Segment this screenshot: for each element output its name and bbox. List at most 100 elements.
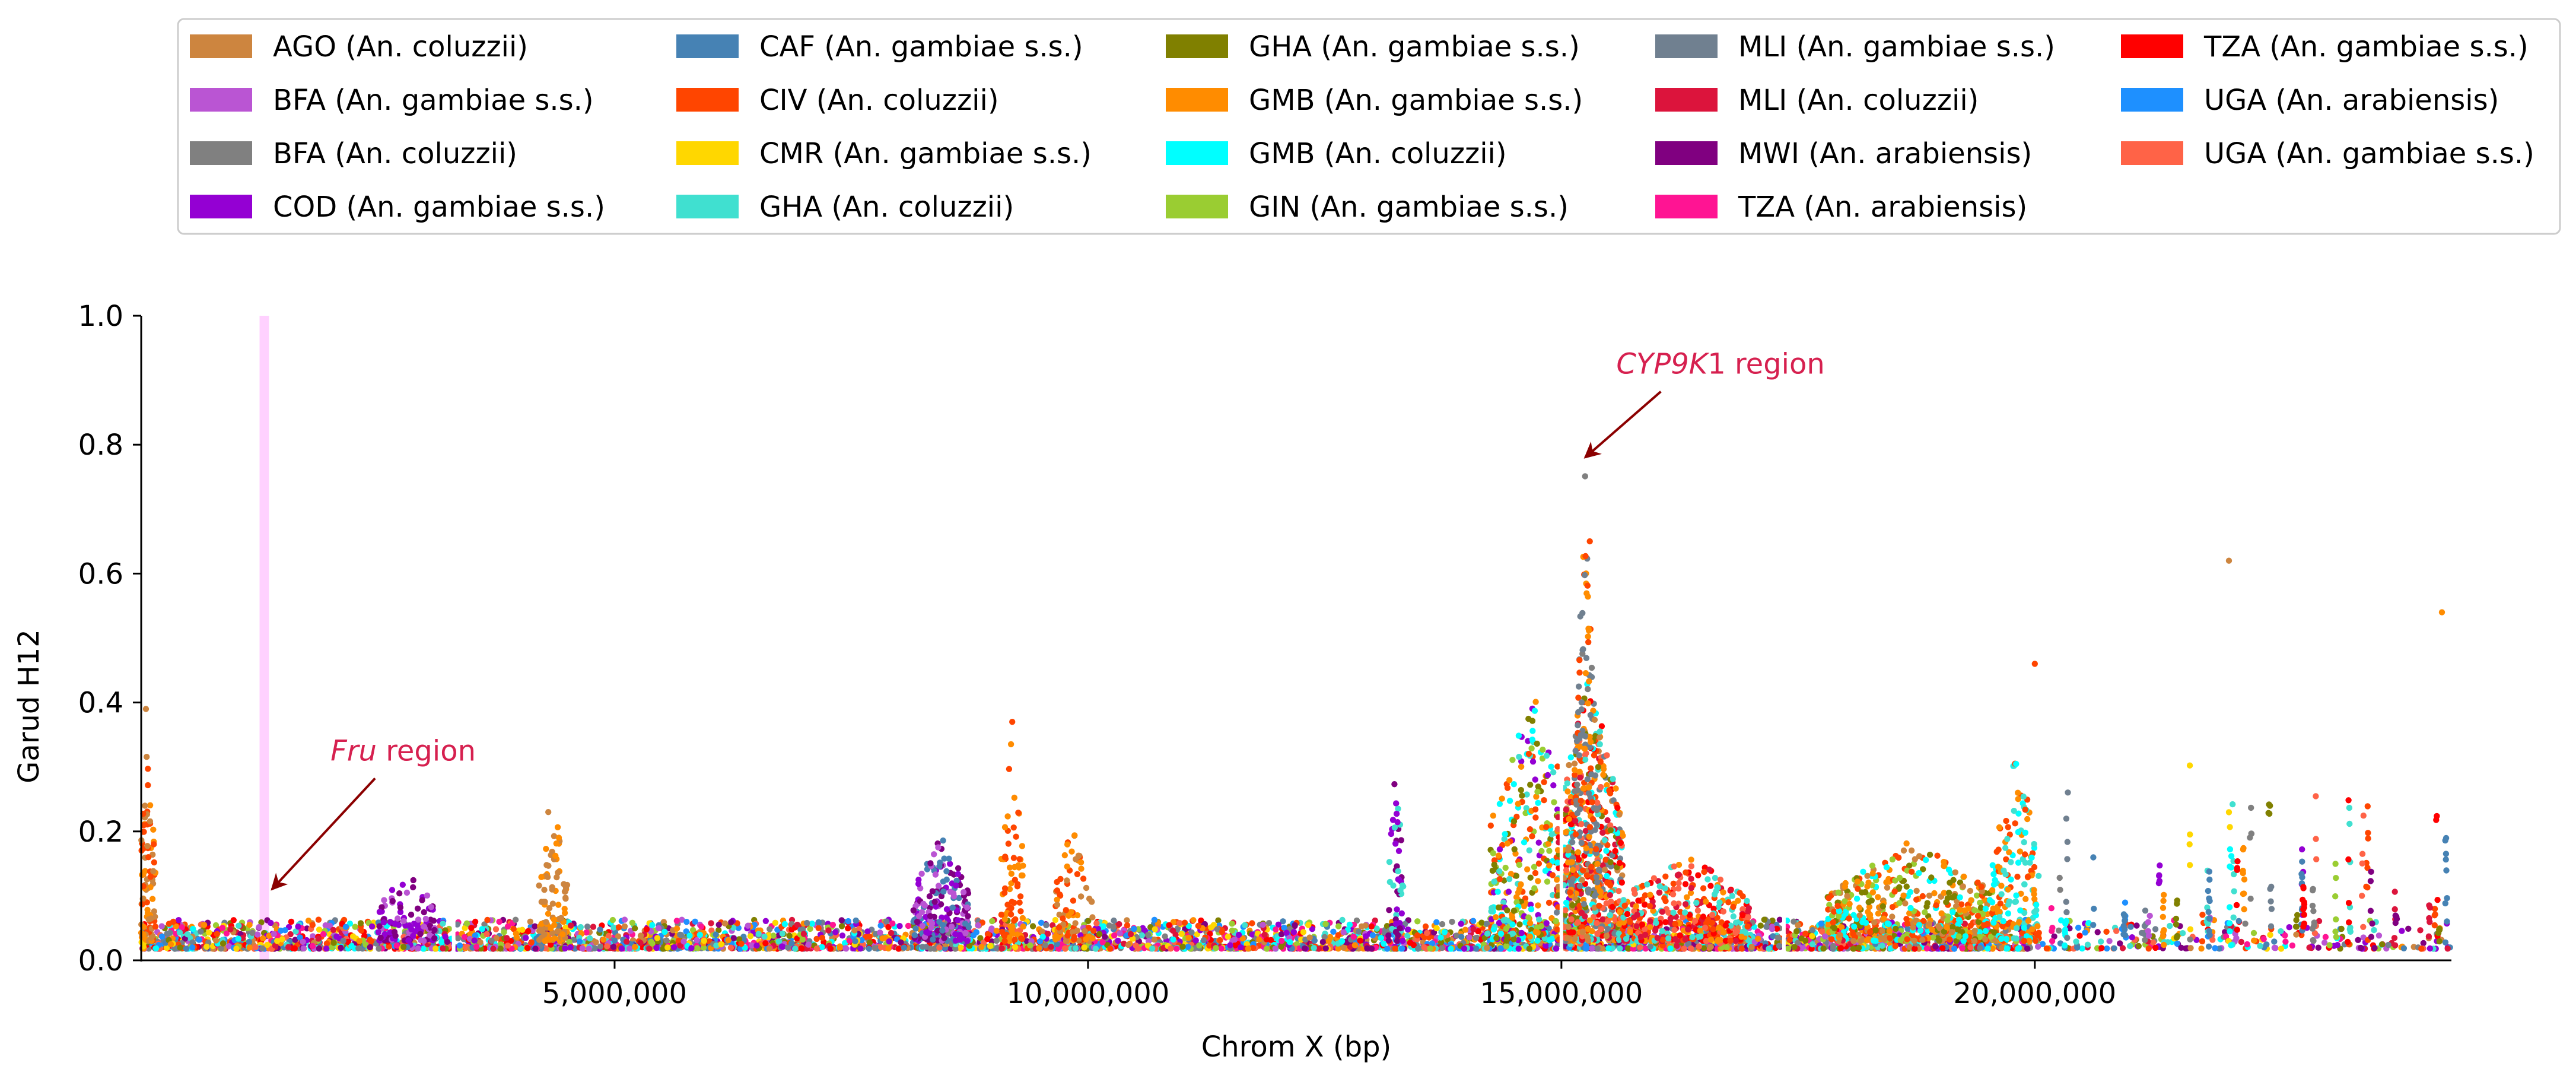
- legend-label: GHA (An. gambiae s.s.): [1249, 30, 1580, 64]
- data-point: [755, 931, 762, 937]
- data-point: [655, 925, 662, 932]
- data-point: [1278, 931, 1285, 938]
- data-point: [1353, 917, 1360, 924]
- data-point: [2250, 929, 2257, 937]
- data-point: [300, 938, 306, 945]
- data-point: [1438, 939, 1445, 945]
- data-points: [138, 473, 2453, 952]
- legend-item: TZA (An. gambiae s.s.): [2121, 30, 2529, 64]
- data-point: [545, 862, 552, 869]
- data-point: [1791, 944, 1798, 950]
- legend-label: MWI (An. arabiensis): [1738, 137, 2032, 170]
- data-point: [1239, 935, 1246, 942]
- data-point: [410, 884, 416, 891]
- data-point: [1906, 944, 1913, 950]
- data-point: [989, 918, 996, 925]
- data-point: [2257, 943, 2263, 950]
- data-point: [947, 861, 953, 867]
- data-point: [543, 846, 549, 852]
- data-point: [1325, 938, 1332, 944]
- data-point: [397, 909, 404, 916]
- data-point: [935, 844, 942, 851]
- data-point: [151, 859, 157, 866]
- data-point: [1311, 945, 1317, 951]
- data-point: [166, 921, 172, 927]
- data-point: [918, 870, 925, 877]
- data-point: [1904, 925, 1911, 932]
- data-point: [1526, 945, 1533, 952]
- data-point: [387, 919, 393, 925]
- data-point: [1072, 945, 1079, 951]
- data-point: [389, 897, 396, 905]
- data-point: [898, 939, 904, 946]
- data-point: [615, 933, 622, 940]
- data-point: [621, 923, 628, 930]
- data-point: [2286, 924, 2292, 931]
- data-point: [762, 918, 769, 925]
- data-point: [422, 916, 429, 922]
- data-point: [1214, 926, 1221, 932]
- data-point: [2043, 945, 2050, 952]
- data-point: [958, 944, 964, 951]
- data-point: [1484, 930, 1491, 937]
- data-point: [905, 922, 912, 929]
- data-point: [176, 929, 183, 936]
- data-point: [1151, 916, 1158, 924]
- data-point: [561, 881, 567, 887]
- data-point: [1359, 923, 1365, 930]
- data-point: [2426, 945, 2434, 952]
- data-point: [1145, 938, 1152, 944]
- data-point: [1473, 945, 1480, 952]
- data-point: [2133, 922, 2140, 929]
- data-point: [292, 937, 298, 943]
- data-point: [727, 944, 734, 951]
- data-point: [838, 923, 845, 929]
- data-point: [1152, 926, 1158, 932]
- data-point: [872, 945, 878, 951]
- data-point: [496, 918, 503, 925]
- data-point: [545, 910, 552, 917]
- data-point: [610, 944, 617, 950]
- data-point: [1989, 945, 1996, 952]
- data-point: [2073, 938, 2079, 945]
- data-point: [689, 926, 697, 934]
- data-point: [386, 943, 392, 950]
- data-point: [1642, 945, 1649, 952]
- data-point: [454, 935, 462, 942]
- data-point: [1265, 920, 1273, 926]
- data-point: [1483, 921, 1490, 927]
- data-point: [297, 934, 303, 941]
- data-point: [185, 931, 191, 938]
- data-point: [993, 945, 1000, 952]
- data-point: [1335, 932, 1341, 938]
- data-point: [1475, 928, 1481, 935]
- data-point: [2326, 942, 2333, 948]
- data-point: [424, 892, 431, 899]
- data-point: [484, 916, 491, 924]
- data-point: [2379, 941, 2386, 948]
- data-point: [1818, 920, 1824, 927]
- data-point: [2152, 944, 2159, 951]
- data-point: [1786, 937, 1793, 943]
- data-point: [427, 922, 434, 929]
- data-point: [1218, 945, 1225, 952]
- data-point: [807, 925, 813, 932]
- data-point: [554, 824, 561, 831]
- data-point: [846, 937, 853, 944]
- data-point: [356, 938, 362, 944]
- data-point: [566, 938, 573, 945]
- data-point: [1466, 934, 1473, 941]
- data-point: [1232, 942, 1239, 948]
- data-point: [1470, 918, 1477, 924]
- data-point: [2251, 937, 2257, 944]
- data-point: [513, 931, 519, 937]
- data-point: [1368, 923, 1375, 930]
- data-point: [2119, 945, 2126, 951]
- data-point: [877, 922, 884, 929]
- data-point: [919, 922, 926, 929]
- data-point: [583, 929, 590, 936]
- data-point: [152, 924, 159, 930]
- data-point: [670, 944, 678, 951]
- data-point: [144, 843, 151, 849]
- data-point: [1820, 945, 1827, 952]
